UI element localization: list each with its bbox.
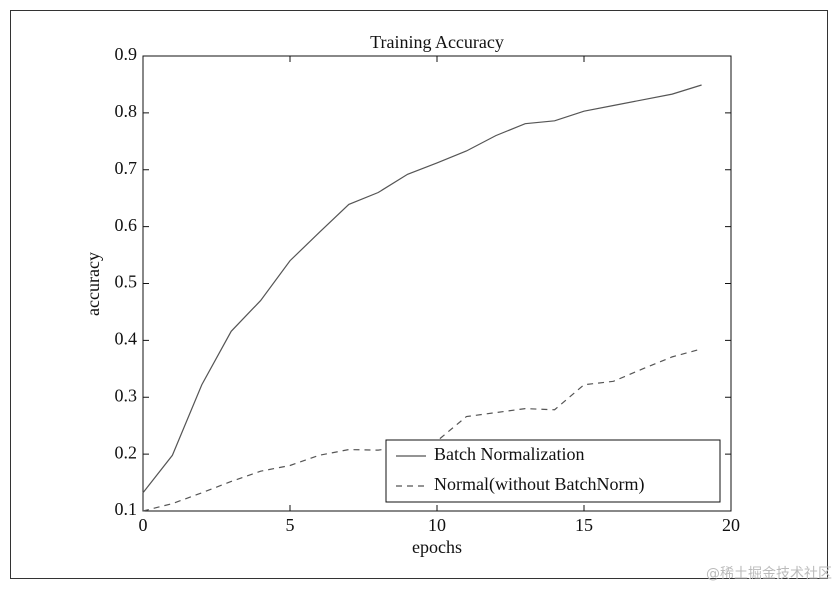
x-tick-label: 10 — [428, 515, 446, 535]
y-tick-label: 0.8 — [115, 101, 138, 121]
y-tick-label: 0.3 — [115, 385, 138, 405]
legend-label: Batch Normalization — [434, 444, 584, 464]
y-axis-label: accuracy — [83, 252, 103, 316]
x-tick-label: 20 — [722, 515, 740, 535]
frame — [10, 10, 828, 579]
y-tick-label: 0.2 — [115, 442, 138, 462]
watermark: @稀土掘金技术社区 — [706, 566, 832, 582]
chart-title: Training Accuracy — [370, 32, 504, 52]
x-axis-label: epochs — [412, 537, 462, 557]
x-tick-label: 5 — [286, 515, 295, 535]
series-line — [142, 84, 702, 494]
legend-box — [385, 439, 721, 503]
legend-label: Normal(without BatchNorm) — [434, 474, 644, 495]
x-tick-label: 15 — [575, 515, 593, 535]
y-tick-label: 0.9 — [115, 44, 138, 64]
y-tick-label: 0.4 — [115, 329, 138, 349]
y-tick-label: 0.7 — [115, 158, 138, 178]
y-tick-label: 0.6 — [115, 215, 138, 235]
y-tick-label: 0.1 — [115, 499, 138, 519]
y-tick-label: 0.5 — [115, 272, 138, 292]
x-tick-label: 0 — [139, 515, 148, 535]
